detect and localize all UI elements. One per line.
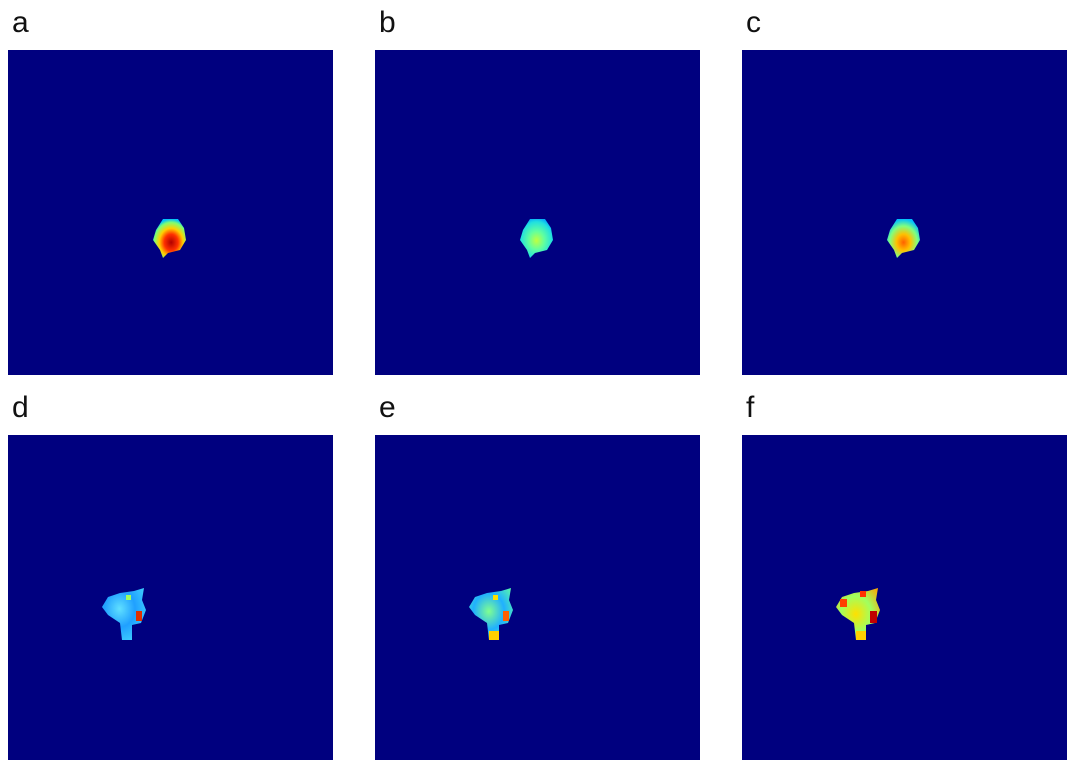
panel-label: f — [746, 391, 755, 424]
panel — [375, 50, 700, 375]
heatmap-background — [742, 435, 1067, 760]
heatmap-background — [375, 50, 700, 375]
heatmap-background — [742, 50, 1067, 375]
panel — [8, 50, 333, 375]
hotspot-detail — [503, 611, 509, 621]
hotspot-detail — [870, 611, 877, 623]
heatmap-background — [8, 50, 333, 375]
hotspot-detail — [860, 591, 866, 597]
figure: a b c d e f — [0, 0, 1071, 760]
panel — [742, 50, 1067, 375]
hotspot-detail — [136, 611, 142, 621]
panel-label: b — [379, 6, 396, 39]
hotspot-detail — [493, 595, 498, 600]
hotspot-detail — [856, 631, 866, 640]
panel-label: e — [379, 391, 396, 424]
panel-label: d — [12, 391, 29, 424]
panel-label: c — [746, 6, 761, 39]
panel — [8, 435, 333, 760]
hotspot-detail — [126, 595, 131, 600]
panel — [742, 435, 1067, 760]
panel-label: a — [12, 6, 29, 39]
heatmap-background — [375, 435, 700, 760]
heatmap-background — [8, 435, 333, 760]
panel — [375, 435, 700, 760]
hotspot-detail — [489, 631, 499, 640]
hotspot-detail — [840, 599, 847, 607]
